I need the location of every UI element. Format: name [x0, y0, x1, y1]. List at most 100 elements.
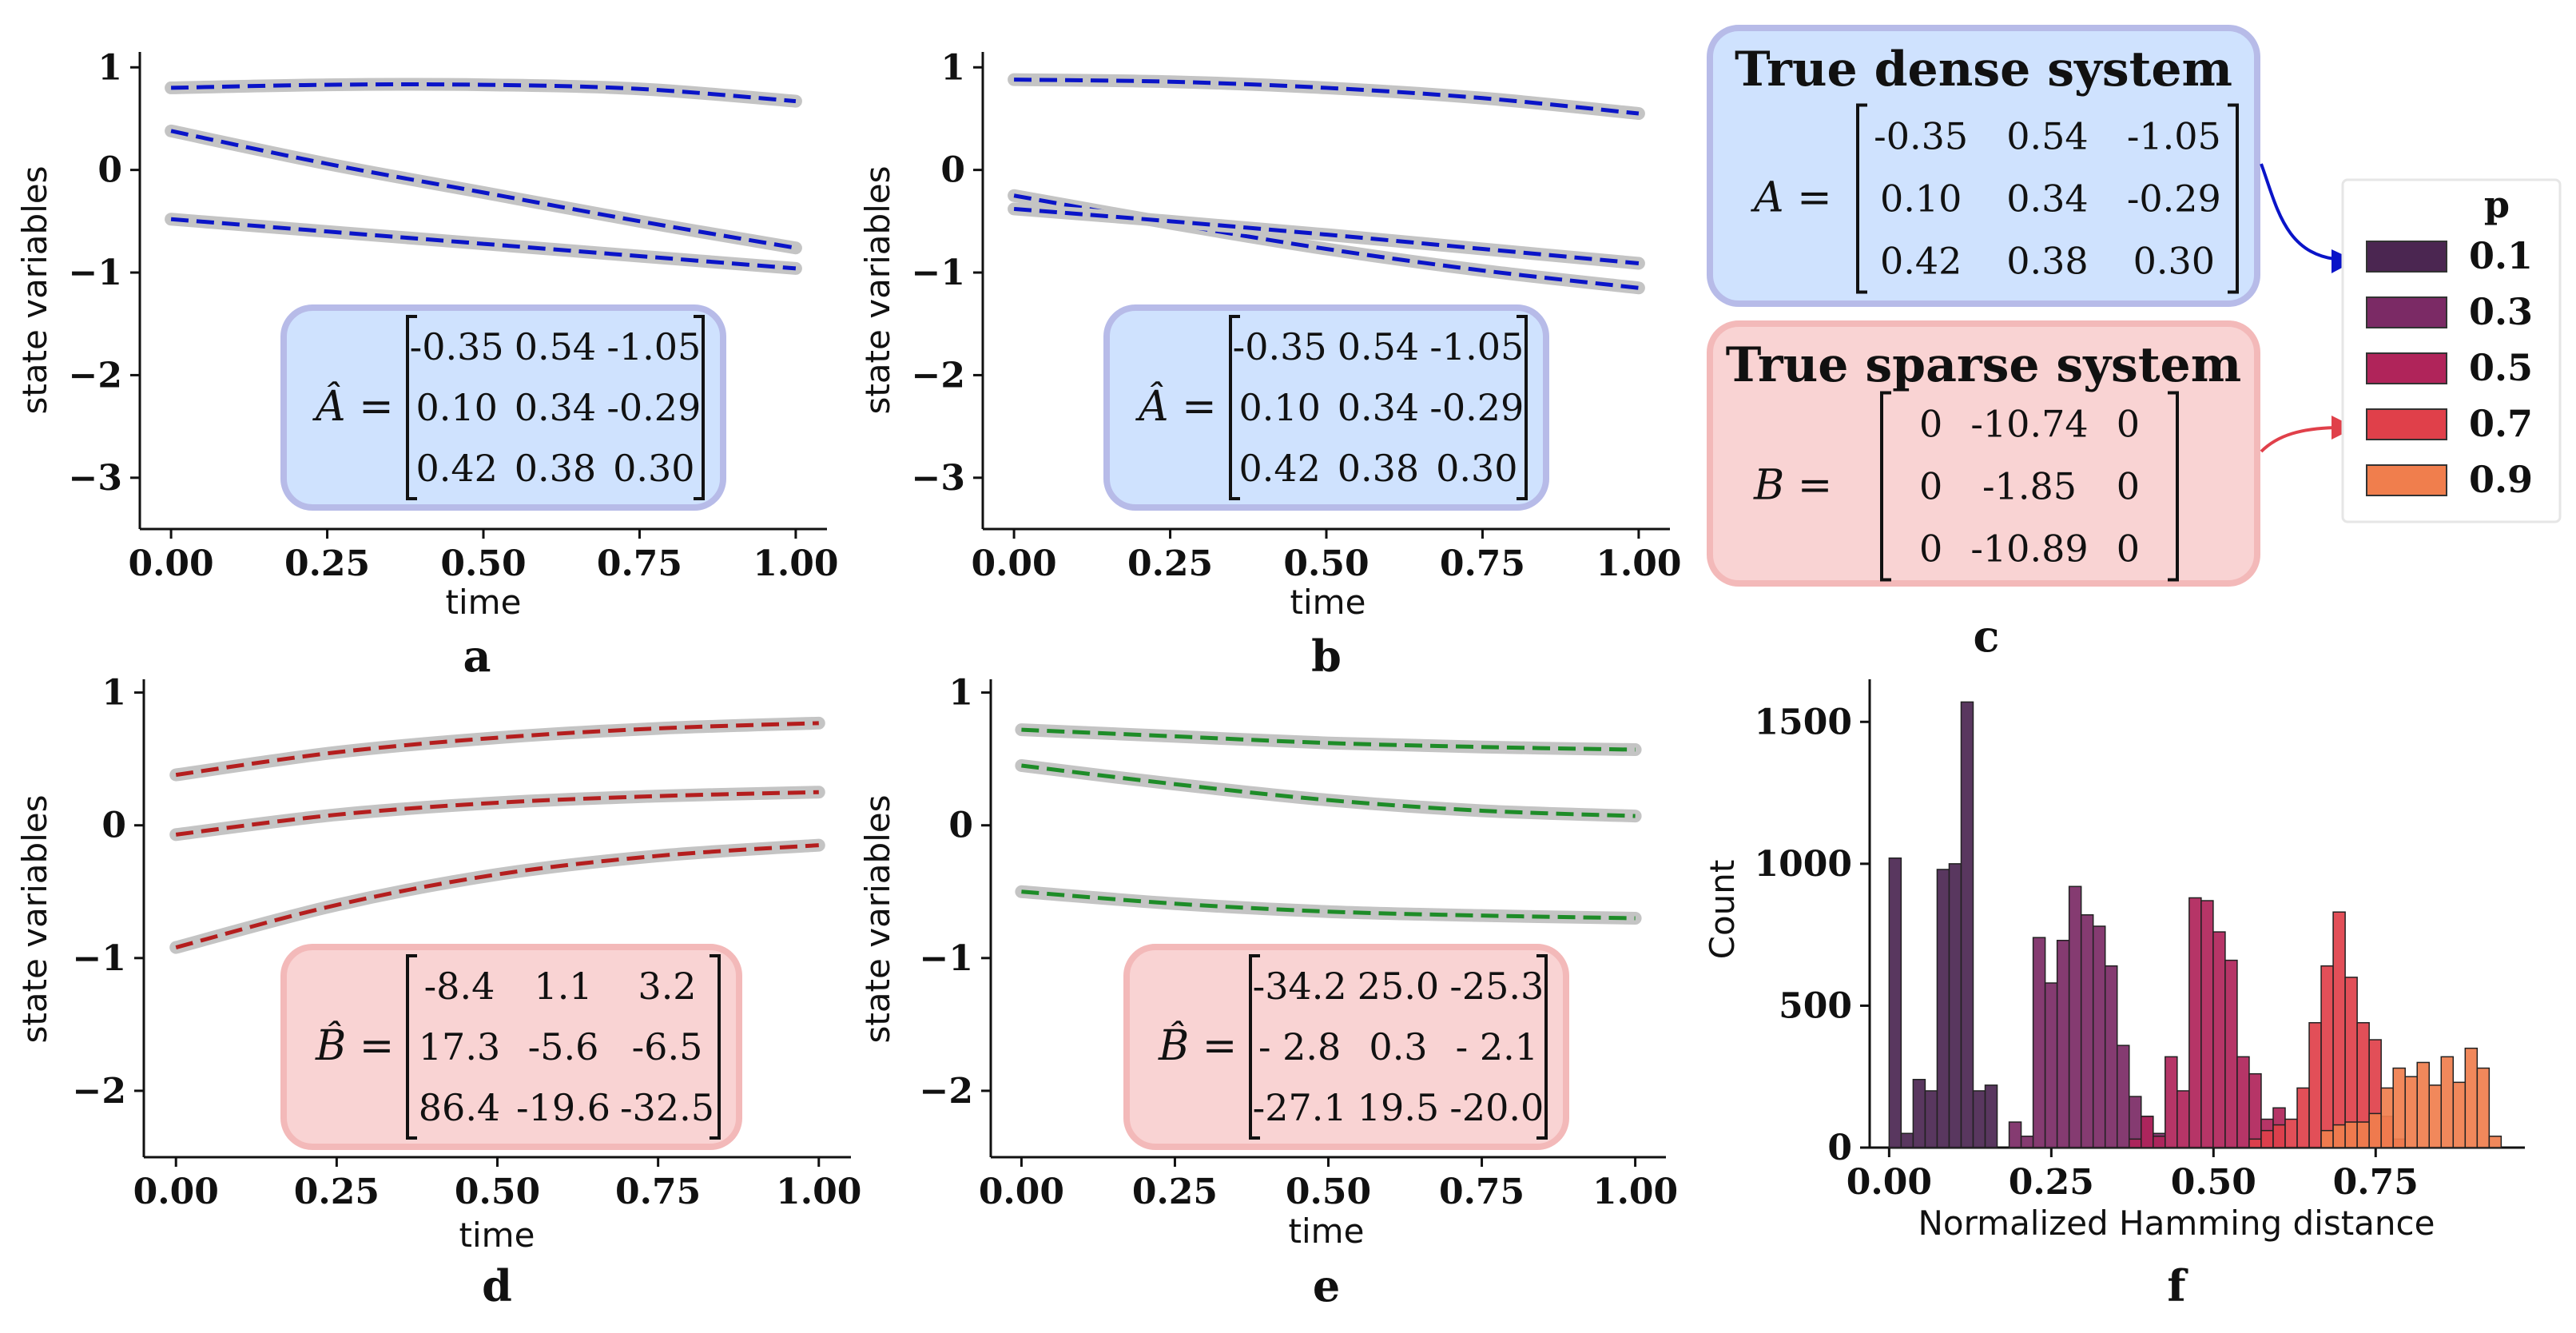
panel-label: b	[1311, 631, 1342, 682]
matrix-a-cell: 0.10	[415, 386, 497, 429]
hist-bar	[2308, 1021, 2322, 1148]
matrix-d-cell: 17.3	[419, 1025, 500, 1068]
y-tick-label: 0	[940, 150, 965, 191]
matrix-e-cell: 0.3	[1369, 1025, 1427, 1068]
hist-bar	[2428, 1084, 2443, 1148]
matrix-b-cell: -0.29	[1429, 386, 1524, 429]
matrix-a-cell: -0.35	[410, 325, 504, 368]
hist-series-0.5	[2129, 897, 2286, 1148]
sparse-system-box	[1707, 320, 2260, 587]
series-line-1	[171, 82, 797, 104]
hist-bar	[2044, 982, 2058, 1148]
y-axis-label: state variables	[15, 165, 54, 414]
series-band-1	[1008, 73, 1645, 121]
hist-bar	[2153, 1136, 2166, 1148]
x-tick-label: 1.00	[776, 1172, 861, 1212]
panel-c: True dense system A = -0.35 0.54 -1.05 0.10 0.…	[1707, 25, 2355, 662]
matrix-a-cell: 0.38	[515, 447, 596, 490]
x-tick-label: 1.00	[1592, 1172, 1678, 1212]
legend-swatch	[2366, 464, 2447, 496]
hist-bar	[2092, 925, 2106, 1148]
legend-swatch	[2366, 352, 2447, 384]
y-tick-label: −3	[69, 458, 122, 499]
dense-system-box	[1707, 25, 2260, 307]
hist-bar	[2320, 1129, 2334, 1148]
x-tick-label: 0.75	[2333, 1162, 2419, 1203]
sparse-system-cell: -1.85	[1982, 465, 2077, 508]
plots-layer: 0.00 0.25 0.50 0.75 1.00 1 0 −1 −2 −3 Â = -0.35 0.54…	[15, 47, 2525, 1311]
y-tick-label: −2	[73, 1071, 126, 1112]
matrix-a-cell: -0.29	[606, 386, 701, 429]
dense-system-cell: 0.10	[1880, 177, 1962, 221]
y-tick-label: 1000	[1755, 844, 1852, 885]
sparse-system-cell: 0	[2117, 527, 2140, 571]
matrix-e-cell: -27.1	[1253, 1086, 1347, 1129]
hist-bar	[2008, 1121, 2022, 1148]
series-line-1	[1014, 78, 1640, 116]
hist-bar	[2380, 1087, 2394, 1148]
sparse-system-label: B =	[1753, 462, 1832, 510]
dense-system-cell: 0.38	[2006, 240, 2088, 283]
panel-b: 0.00 0.25 0.50 0.75 1.00 1 0 −1 −2 −3 Â = -0.35 0.54…	[858, 47, 1681, 682]
dense-system-bracket-left	[1856, 103, 1867, 294]
hist-bar	[2284, 1118, 2298, 1148]
y-axis-label: state variables	[15, 794, 54, 1043]
y-tick-label: 0	[101, 806, 126, 846]
hist-bar	[2200, 900, 2214, 1148]
legend-label: 0.5	[2469, 346, 2533, 389]
x-tick-label: 0.75	[1439, 1172, 1525, 1212]
hist-bar	[2212, 931, 2226, 1148]
legend: p 0.1 0.3 0.5 0.7 0.9	[2341, 178, 2562, 523]
y-axis-label: state variables	[858, 165, 897, 414]
hist-bar	[2332, 1124, 2346, 1148]
sparse-system-cell: 0	[1919, 527, 1942, 571]
matrix-d-cell: -32.5	[620, 1086, 714, 1129]
x-tick-label: 0.25	[2009, 1162, 2094, 1203]
hist-bar	[2320, 965, 2334, 1148]
series-line-2	[1021, 763, 1636, 818]
hist-bar	[1960, 701, 1974, 1148]
hist-bar	[2476, 1067, 2491, 1148]
matrix-d-cell: -5.6	[528, 1025, 599, 1068]
series-line-3	[175, 843, 819, 949]
x-tick-label: 0.00	[129, 543, 214, 584]
hist-bar	[2440, 1056, 2455, 1148]
hist-bar	[1888, 857, 1902, 1148]
hist-bar	[2356, 1121, 2370, 1148]
hist-bar	[2296, 1087, 2310, 1148]
sparse-system-cell: -10.74	[1970, 403, 2088, 446]
hist-bar	[2488, 1136, 2502, 1148]
hist-bar	[2104, 965, 2118, 1148]
hist-bar	[2248, 1138, 2262, 1148]
panel-a: 0.00 0.25 0.50 0.75 1.00 1 0 −1 −2 −3 Â = -0.35 0.54…	[15, 47, 838, 682]
series-line-1	[175, 721, 819, 778]
hist-bar	[2188, 897, 2202, 1148]
sparse-system-cell: -10.89	[1970, 527, 2088, 571]
dense-system-cell: -0.35	[1874, 115, 1968, 158]
y-tick-label: 1	[101, 673, 126, 714]
matrix-d-cell: -8.4	[424, 965, 495, 1008]
matrix-a-cell: 0.42	[415, 447, 497, 490]
x-axis-label: time	[1290, 583, 1366, 622]
matrix-b-label: Â =	[1135, 381, 1217, 431]
matrix-b-cell: -0.35	[1233, 325, 1327, 368]
x-tick-label: 0.50	[2171, 1162, 2256, 1203]
arrow-sparse	[2260, 426, 2342, 453]
hist-bar	[2272, 1124, 2286, 1148]
hist-bar	[2392, 1067, 2406, 1148]
matrix-a-bracket-right	[694, 315, 705, 500]
matrix-d-bracket-right	[710, 954, 721, 1140]
matrix-e-bracket-right	[1536, 954, 1548, 1140]
matrix-a-label: Â =	[312, 381, 394, 431]
series-line-2	[175, 790, 819, 837]
dense-system-cell: 0.34	[2006, 177, 2088, 221]
matrix-a-cell: -1.05	[606, 325, 701, 368]
y-tick-label: −1	[920, 938, 973, 979]
legend-swatch	[2366, 408, 2447, 440]
matrix-e-cell: - 2.8	[1258, 1025, 1341, 1068]
matrix-d-cell: 86.4	[419, 1086, 500, 1129]
matrix-a-cell: 0.34	[515, 386, 596, 429]
matrix-a-cell: 0.30	[613, 447, 694, 490]
legend-label: 0.1	[2469, 234, 2533, 277]
